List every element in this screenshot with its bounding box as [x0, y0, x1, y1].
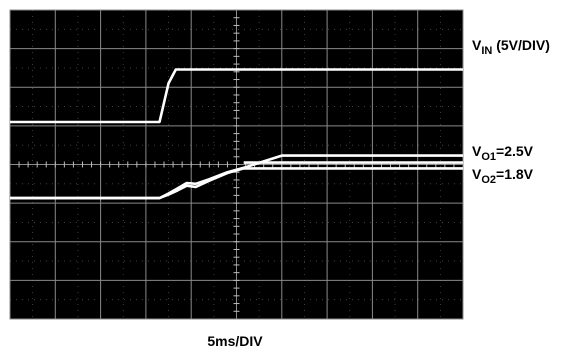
plot-border: [9, 9, 464, 320]
trace-series-2: [10, 167, 463, 200]
x-axis-label: 5ms/DIV: [207, 333, 263, 349]
grid: [9, 9, 464, 320]
series-label-vin: VIN (5V/DIV): [472, 37, 550, 57]
series-label-vo1: VO1=2.5V: [472, 143, 534, 163]
series-label-vo2: VO2=1.8V: [472, 166, 534, 186]
traces: [10, 68, 463, 200]
trace-series-0: [10, 68, 463, 124]
